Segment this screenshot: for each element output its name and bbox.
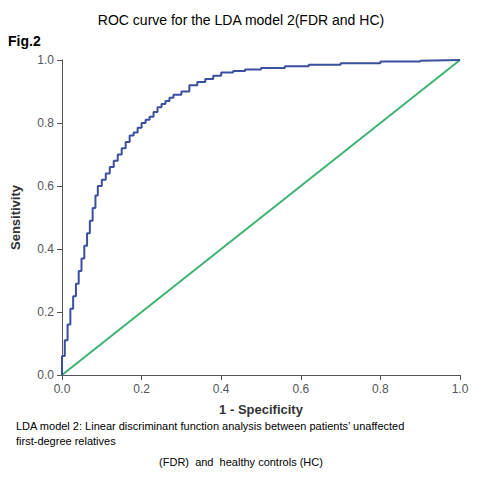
svg-text:0.0: 0.0 [37,368,54,382]
svg-text:0.4: 0.4 [213,382,230,396]
svg-text:0.8: 0.8 [372,382,389,396]
svg-text:1.0: 1.0 [452,382,469,396]
svg-text:0.2: 0.2 [133,382,150,396]
svg-text:LDA model 2: Linear discrimina: LDA model 2: Linear discriminant functio… [16,420,407,432]
svg-text:0.2: 0.2 [37,305,54,319]
svg-text:(FDR) and healthy controls (: (FDR) and healthy controls (HC) [159,456,323,468]
svg-text:0.4: 0.4 [37,242,54,256]
svg-text:1 - Specificity: 1 - Specificity [219,402,304,417]
svg-text:0.6: 0.6 [37,179,54,193]
svg-text:Sensitivity: Sensitivity [8,184,23,250]
svg-text:Fig.2: Fig.2 [8,33,41,49]
svg-text:0.6: 0.6 [292,382,309,396]
svg-text:0.8: 0.8 [37,116,54,130]
svg-text:0.0: 0.0 [54,382,71,396]
svg-text:ROC curve for the LDA model 2(: ROC curve for the LDA model 2(FDR and HC… [98,12,384,28]
svg-text:first-degree relatives: first-degree relatives [16,435,116,447]
svg-text:1.0: 1.0 [37,53,54,67]
